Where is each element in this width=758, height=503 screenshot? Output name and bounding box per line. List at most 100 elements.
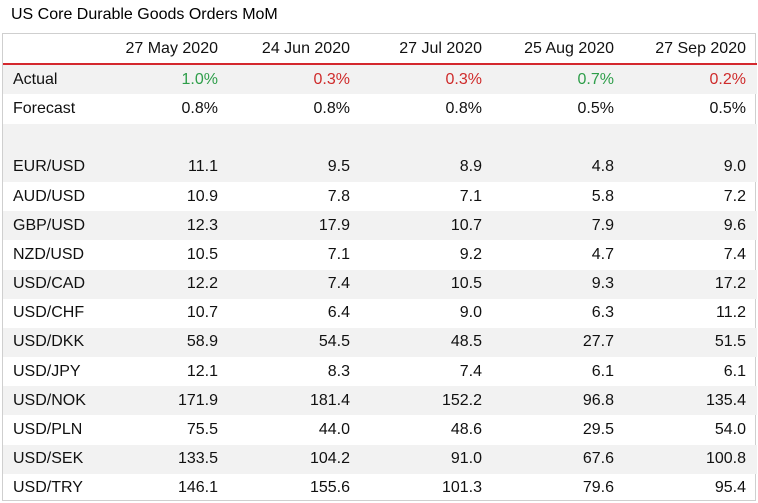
pair-value: 54.5 xyxy=(229,327,361,358)
pair-label: USD/PLN xyxy=(13,421,83,439)
forecast-value: 0.5% xyxy=(709,99,746,117)
pair-label: USD/CHF xyxy=(13,304,85,322)
pair-value: 7.4 xyxy=(459,362,482,380)
pair-value: 6.1 xyxy=(723,362,746,380)
actual-value: 0.3% xyxy=(229,64,361,95)
pair-value: 8.3 xyxy=(327,362,350,380)
pair-row: USD/JPY 12.1 8.3 7.4 6.1 6.1 xyxy=(3,357,757,386)
pair-value: 135.4 xyxy=(625,386,757,416)
pair-value: 7.1 xyxy=(327,245,350,263)
pair-label: USD/DKK xyxy=(3,327,97,358)
row-label: Forecast xyxy=(13,99,76,117)
pair-value: 7.4 xyxy=(229,269,361,299)
data-table-container: 27 May 2020 24 Jun 2020 27 Jul 2020 25 A… xyxy=(2,33,757,503)
column-header: 27 Jul 2020 xyxy=(361,34,493,66)
pair-value: 152.2 xyxy=(361,386,493,416)
pair-value: 7.4 xyxy=(723,245,746,263)
header-row: 27 May 2020 24 Jun 2020 27 Jul 2020 25 A… xyxy=(3,34,757,66)
pair-value: 171.9 xyxy=(97,386,229,416)
pair-value: 51.5 xyxy=(625,327,757,358)
pair-value: 9.6 xyxy=(625,211,757,241)
pair-row: USD/SEK 133.5 104.2 91.0 67.6 100.8 xyxy=(3,444,757,474)
pair-row: USD/PLN 75.5 44.0 48.6 29.5 54.0 xyxy=(3,415,757,444)
pair-value: 6.1 xyxy=(591,362,614,380)
pair-row: EUR/USD 11.1 9.5 8.9 4.8 9.0 xyxy=(3,152,757,182)
pair-value: 12.2 xyxy=(97,269,229,299)
spacer-cell xyxy=(3,123,97,153)
actual-value: 0.3% xyxy=(361,64,493,95)
pair-value: 12.3 xyxy=(97,211,229,241)
page-title: US Core Durable Goods Orders MoM xyxy=(11,6,278,23)
forecast-value: 0.5% xyxy=(577,99,614,117)
forecast-value: 0.8% xyxy=(313,99,350,117)
pair-row: USD/DKK 58.9 54.5 48.5 27.7 51.5 xyxy=(3,327,757,358)
spacer-row xyxy=(3,123,757,153)
pair-label: USD/TRY xyxy=(13,479,83,497)
pair-value: 9.0 xyxy=(625,152,757,182)
spacer-cell xyxy=(229,123,361,153)
pair-value: 10.9 xyxy=(186,187,218,205)
pair-value: 12.1 xyxy=(186,362,218,380)
actual-value: 0.2% xyxy=(625,64,757,95)
row-label: Actual xyxy=(3,64,97,95)
pair-value: 10.7 xyxy=(361,211,493,241)
pair-label: USD/NOK xyxy=(3,386,97,416)
actual-value: 1.0% xyxy=(97,64,229,95)
pair-value: 27.7 xyxy=(493,327,625,358)
actual-value: 0.7% xyxy=(493,64,625,95)
header-corner xyxy=(3,34,97,66)
pair-value: 9.5 xyxy=(229,152,361,182)
forecast-value: 0.8% xyxy=(445,99,482,117)
pair-value: 8.9 xyxy=(361,152,493,182)
forecast-value: 0.8% xyxy=(181,99,218,117)
pair-value: 10.5 xyxy=(361,269,493,299)
column-header: 27 May 2020 xyxy=(97,34,229,66)
pair-value: 58.9 xyxy=(97,327,229,358)
pair-label: USD/JPY xyxy=(13,362,81,380)
pair-value: 133.5 xyxy=(97,444,229,474)
pair-label: NZD/USD xyxy=(13,245,85,263)
pair-value: 4.7 xyxy=(591,245,614,263)
pair-row: USD/CAD 12.2 7.4 10.5 9.3 17.2 xyxy=(3,269,757,299)
pair-value: 146.1 xyxy=(177,479,218,497)
data-table: 27 May 2020 24 Jun 2020 27 Jul 2020 25 A… xyxy=(3,34,757,503)
pair-value: 48.5 xyxy=(361,327,493,358)
pair-value: 91.0 xyxy=(361,444,493,474)
pair-value: 5.8 xyxy=(591,187,614,205)
pair-value: 11.1 xyxy=(97,152,229,182)
pair-value: 44.0 xyxy=(318,421,350,439)
pair-value: 7.8 xyxy=(327,187,350,205)
pair-label: USD/CAD xyxy=(3,269,97,299)
pair-row: NZD/USD 10.5 7.1 9.2 4.7 7.4 xyxy=(3,240,757,269)
pair-value: 10.7 xyxy=(186,304,218,322)
pair-value: 9.2 xyxy=(459,245,482,263)
pair-value: 17.9 xyxy=(229,211,361,241)
pair-value: 155.6 xyxy=(309,479,350,497)
forecast-row: Forecast 0.8% 0.8% 0.8% 0.5% 0.5% xyxy=(3,94,757,123)
pair-value: 181.4 xyxy=(229,386,361,416)
pair-label: GBP/USD xyxy=(3,211,97,241)
pair-row: GBP/USD 12.3 17.9 10.7 7.9 9.6 xyxy=(3,211,757,241)
pair-value: 10.5 xyxy=(186,245,218,263)
pair-value: 17.2 xyxy=(625,269,757,299)
pair-value: 48.6 xyxy=(450,421,482,439)
pair-value: 101.3 xyxy=(441,479,482,497)
pair-value: 7.2 xyxy=(723,187,746,205)
pair-value: 9.0 xyxy=(459,304,482,322)
pair-value: 7.9 xyxy=(493,211,625,241)
pair-row: AUD/USD 10.9 7.8 7.1 5.8 7.2 xyxy=(3,182,757,211)
pair-value: 6.4 xyxy=(327,304,350,322)
pair-label: EUR/USD xyxy=(3,152,97,182)
pair-row: USD/CHF 10.7 6.4 9.0 6.3 11.2 xyxy=(3,299,757,328)
pair-value: 96.8 xyxy=(493,386,625,416)
spacer-cell xyxy=(97,123,229,153)
pair-value: 11.2 xyxy=(716,304,746,322)
pair-row: USD/TRY 146.1 155.6 101.3 79.6 95.4 xyxy=(3,474,757,503)
pair-value: 75.5 xyxy=(186,421,218,439)
pair-label: USD/SEK xyxy=(3,444,97,474)
column-header: 25 Aug 2020 xyxy=(493,34,625,66)
pair-value: 67.6 xyxy=(493,444,625,474)
pair-value: 79.6 xyxy=(582,479,614,497)
spacer-cell xyxy=(625,123,757,153)
spacer-cell xyxy=(361,123,493,153)
